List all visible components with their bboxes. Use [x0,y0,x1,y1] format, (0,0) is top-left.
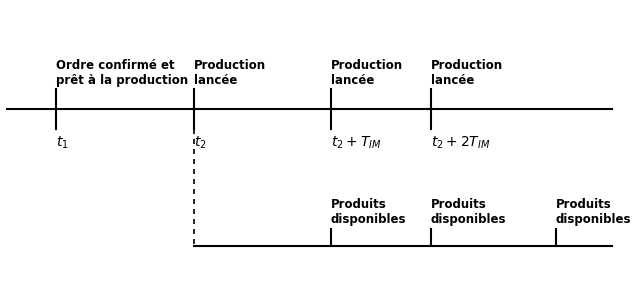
Text: Produits
disponibles: Produits disponibles [331,198,406,226]
Text: $t_2+T_{\mathit{IM}}$: $t_2+T_{\mathit{IM}}$ [331,134,382,150]
Text: $t_2+2T_{\mathit{IM}}$: $t_2+2T_{\mathit{IM}}$ [431,134,490,150]
Text: Production
lancée: Production lancée [194,59,266,87]
Text: $t_1$: $t_1$ [56,134,69,150]
Text: Production
lancée: Production lancée [431,59,503,87]
Text: Produits
disponibles: Produits disponibles [555,198,631,226]
Text: Production
lancée: Production lancée [331,59,403,87]
Text: $t_2$: $t_2$ [194,134,206,150]
Text: Produits
disponibles: Produits disponibles [431,198,506,226]
Text: Ordre confirmé et
prêt à la production: Ordre confirmé et prêt à la production [56,59,189,87]
